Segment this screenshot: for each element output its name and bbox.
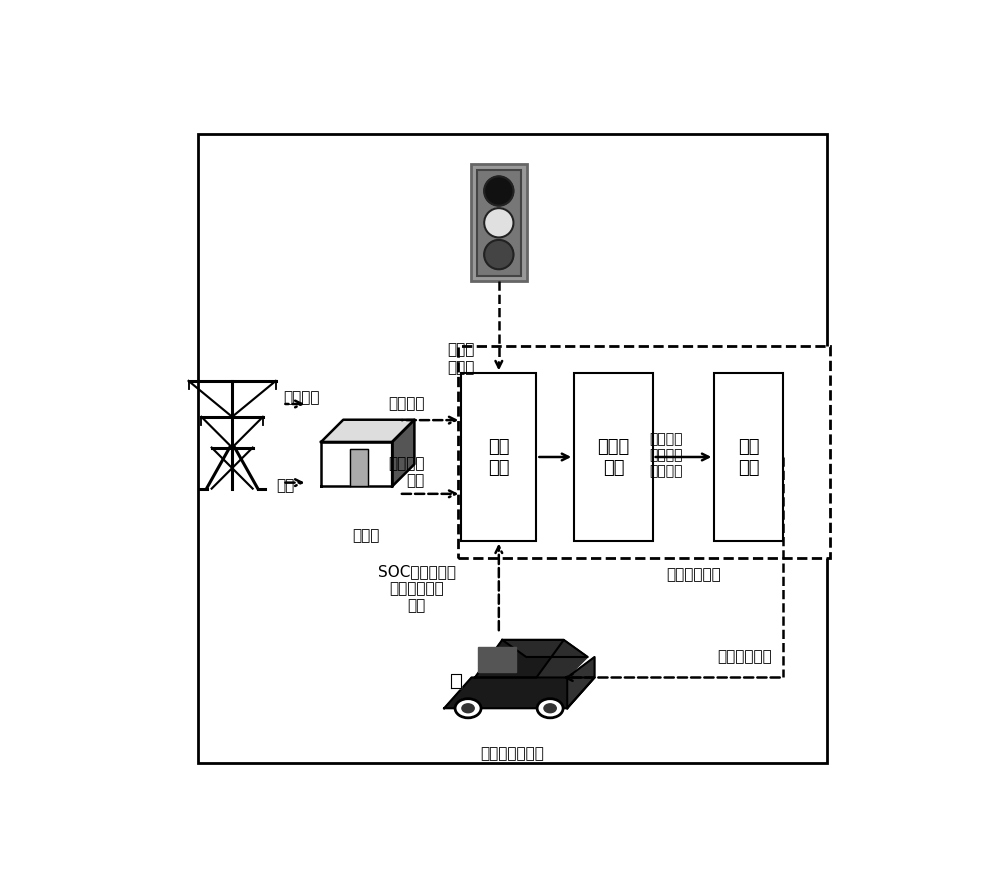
Text: 充电时间
电价: 充电时间 电价 — [388, 456, 425, 488]
FancyBboxPatch shape — [198, 134, 827, 763]
Text: 负荷预测: 负荷预测 — [283, 390, 320, 405]
Text: 电动汽车客户端: 电动汽车客户端 — [481, 746, 544, 761]
Text: 充电站: 充电站 — [352, 528, 379, 543]
Polygon shape — [350, 448, 368, 487]
Text: 实时交
通信息: 实时交 通信息 — [448, 343, 475, 375]
Ellipse shape — [462, 704, 474, 713]
Circle shape — [484, 208, 513, 237]
FancyBboxPatch shape — [458, 346, 830, 558]
Text: 电价: 电价 — [277, 479, 295, 494]
Polygon shape — [478, 646, 516, 672]
Text: 实时电价
充电时间
路况信息: 实时电价 充电时间 路况信息 — [650, 432, 683, 479]
Text: 信息
中心: 信息 中心 — [488, 438, 510, 477]
Polygon shape — [392, 420, 414, 487]
Polygon shape — [321, 420, 414, 442]
Polygon shape — [451, 674, 461, 688]
Polygon shape — [444, 678, 595, 709]
Polygon shape — [536, 640, 588, 678]
FancyBboxPatch shape — [574, 373, 653, 541]
Polygon shape — [567, 657, 595, 709]
FancyBboxPatch shape — [461, 373, 536, 541]
Ellipse shape — [537, 699, 563, 718]
Polygon shape — [321, 442, 392, 487]
Text: 充电导航系统: 充电导航系统 — [666, 567, 721, 582]
Text: SOC值、充电请
求信息、用户
偏好: SOC值、充电请 求信息、用户 偏好 — [378, 564, 456, 614]
Polygon shape — [502, 640, 588, 657]
Text: 充电请求: 充电请求 — [388, 397, 425, 411]
Circle shape — [484, 177, 513, 206]
Text: 中心服
务器: 中心服 务器 — [598, 438, 630, 477]
Ellipse shape — [544, 704, 556, 713]
Circle shape — [484, 240, 513, 269]
Polygon shape — [475, 640, 564, 678]
Text: 输出决策结果: 输出决策结果 — [718, 649, 772, 664]
Text: 导航
终端: 导航 终端 — [738, 438, 759, 477]
FancyBboxPatch shape — [471, 164, 527, 281]
Ellipse shape — [455, 699, 481, 718]
FancyBboxPatch shape — [714, 373, 783, 541]
FancyBboxPatch shape — [477, 170, 521, 276]
